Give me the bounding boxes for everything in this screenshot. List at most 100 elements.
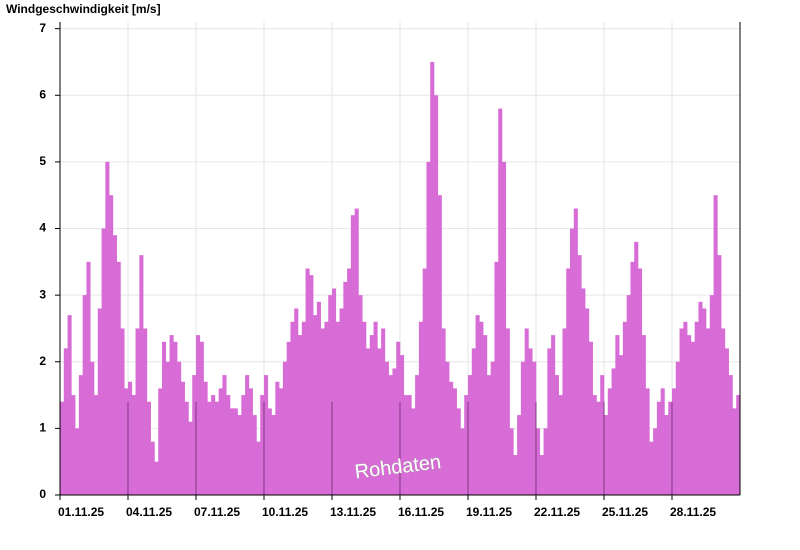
- x-tick-label: 04.11.25: [126, 505, 172, 519]
- bar: [158, 388, 163, 495]
- bar: [131, 395, 136, 495]
- bar: [641, 335, 646, 495]
- bar: [570, 228, 575, 496]
- bar: [177, 361, 182, 495]
- bar: [490, 361, 495, 495]
- bar: [415, 375, 420, 495]
- bar: [78, 375, 83, 495]
- bar: [486, 375, 491, 495]
- bar: [248, 388, 253, 495]
- bar: [237, 415, 242, 495]
- bar: [505, 328, 510, 495]
- bar: [196, 335, 201, 495]
- bar: [732, 408, 737, 495]
- y-tick-label: 1: [39, 421, 46, 435]
- bar: [536, 428, 541, 495]
- bar: [226, 395, 231, 495]
- bar: [600, 375, 605, 495]
- bar: [520, 361, 525, 495]
- bar: [721, 328, 726, 495]
- bar: [260, 395, 265, 495]
- bar: [358, 295, 363, 495]
- bar: [313, 315, 318, 495]
- bar: [634, 241, 639, 495]
- bar: [434, 95, 439, 496]
- bar: [645, 388, 650, 495]
- bar: [180, 381, 185, 495]
- bar: [192, 375, 197, 495]
- bar: [71, 395, 76, 495]
- bar: [139, 255, 144, 495]
- bar: [112, 235, 117, 495]
- bar: [426, 161, 431, 495]
- bar: [350, 215, 355, 495]
- bar: [509, 428, 514, 495]
- bar: [475, 315, 480, 495]
- bar: [97, 308, 102, 495]
- bar: [690, 341, 695, 495]
- bar: [146, 401, 151, 495]
- bar: [369, 335, 374, 495]
- bar: [502, 161, 507, 495]
- bar: [184, 401, 189, 495]
- bar: [396, 341, 401, 495]
- y-tick-label: 2: [39, 354, 46, 368]
- y-tick-label: 5: [39, 154, 46, 168]
- bar: [286, 341, 291, 495]
- bar: [675, 361, 680, 495]
- bar: [67, 315, 72, 495]
- bar: [279, 388, 284, 495]
- bar: [479, 321, 484, 495]
- bar: [449, 381, 454, 495]
- bar: [362, 321, 367, 495]
- bar: [418, 321, 423, 495]
- bar: [173, 341, 178, 495]
- bar: [101, 228, 106, 496]
- bar: [562, 328, 567, 495]
- chart-title: Windgeschwindigkeit [m/s]: [6, 2, 161, 16]
- bar: [373, 321, 378, 495]
- bar: [169, 335, 174, 495]
- bar: [592, 395, 597, 495]
- bar: [452, 388, 457, 495]
- bar: [128, 381, 133, 495]
- bar: [554, 375, 559, 495]
- bar: [294, 308, 299, 495]
- bar: [407, 395, 412, 495]
- bar: [241, 395, 246, 495]
- bar: [513, 455, 518, 495]
- bar: [207, 401, 212, 495]
- bar: [203, 381, 208, 495]
- bar: [275, 381, 280, 495]
- bar: [543, 428, 548, 495]
- bar: [60, 401, 65, 495]
- bar: [63, 348, 68, 495]
- bar: [736, 395, 741, 495]
- bar: [403, 395, 408, 495]
- bar: [706, 328, 711, 495]
- bar: [622, 321, 627, 495]
- bar: [656, 401, 661, 495]
- bar: [245, 375, 250, 495]
- bar: [256, 441, 261, 495]
- bar: [471, 348, 476, 495]
- bar: [335, 321, 340, 495]
- bar: [607, 388, 612, 495]
- bar: [384, 361, 389, 495]
- bar: [728, 375, 733, 495]
- bar: [328, 295, 333, 495]
- bar: [298, 335, 303, 495]
- bar: [709, 295, 714, 495]
- x-tick-label: 28.11.25: [670, 505, 716, 519]
- bar: [445, 361, 450, 495]
- bar: [456, 408, 461, 495]
- bar: [630, 261, 635, 495]
- x-tick-label: 10.11.25: [262, 505, 308, 519]
- bar: [464, 395, 469, 495]
- bar: [604, 415, 609, 495]
- bar: [668, 401, 673, 495]
- bar: [264, 375, 269, 495]
- bar: [154, 461, 159, 495]
- bar: [551, 335, 556, 495]
- bar: [305, 268, 310, 495]
